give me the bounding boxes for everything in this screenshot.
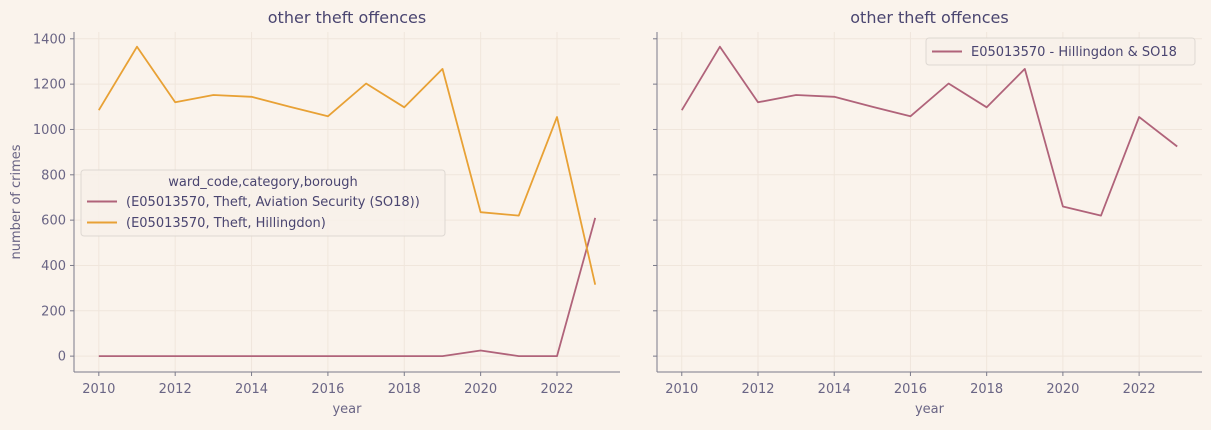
y-tick-label: 800: [41, 168, 66, 183]
legend-box: [925, 37, 1196, 66]
x-tick-label: 2018: [970, 382, 1003, 397]
x-tick-label: 2022: [540, 382, 573, 397]
x-tick-label: 2010: [82, 382, 115, 397]
y-tick-label: 0: [58, 350, 66, 365]
y-tick-label: 200: [41, 304, 66, 319]
legend-box: [80, 169, 446, 237]
x-tick-label: 2016: [311, 382, 344, 397]
legend-entry: E05013570 - Hillingdon & SO18: [971, 45, 1177, 60]
y-tick-label: 600: [41, 214, 66, 229]
y-tick-label: 1000: [33, 123, 66, 138]
x-axis-label: year: [332, 402, 362, 417]
x-axis-label: year: [915, 402, 945, 417]
x-tick-label: 2018: [388, 382, 421, 397]
x-tick-label: 2012: [741, 382, 774, 397]
chart-legend: ward_code,category,borough (E05013570, Th…: [80, 169, 446, 237]
x-tick-label: 2014: [235, 382, 268, 397]
chart-legend: E05013570 - Hillingdon & SO18: [925, 37, 1196, 66]
y-axis-label: number of crimes: [9, 144, 24, 259]
chart-title: other theft offences: [268, 8, 426, 27]
series-line-2: [98, 45, 597, 285]
legend-entry: (E05013570, Theft, Hillingdon): [126, 216, 326, 231]
x-tick-label: 2020: [1046, 382, 1079, 397]
legend-entry: (E05013570, Theft, Aviation Security (SO…: [126, 195, 420, 210]
chart-title: other theft offences: [850, 8, 1008, 27]
x-tick-label: 2016: [894, 382, 927, 397]
y-tick-label: 1200: [33, 78, 66, 93]
chart-panel-1: 2010 2012 2014 2016 2018 2020 2022 0 200 400 600 80…: [9, 8, 620, 417]
x-tick-label: 2010: [665, 382, 698, 397]
x-tick-label: 2014: [818, 382, 851, 397]
series-line-1: [98, 217, 597, 358]
y-tick-label: 400: [41, 259, 66, 274]
series-line-1: [681, 45, 1178, 217]
x-tick-label: 2020: [464, 382, 497, 397]
y-tick-label: 1400: [33, 32, 66, 47]
x-tick-label: 2022: [1123, 382, 1156, 397]
chart-panel-2: 2010 2012 2014 2016 2018 2020 2022 other theft …: [653, 8, 1202, 417]
x-tick-label: 2012: [159, 382, 192, 397]
legend-title: ward_code,category,borough: [168, 175, 357, 190]
